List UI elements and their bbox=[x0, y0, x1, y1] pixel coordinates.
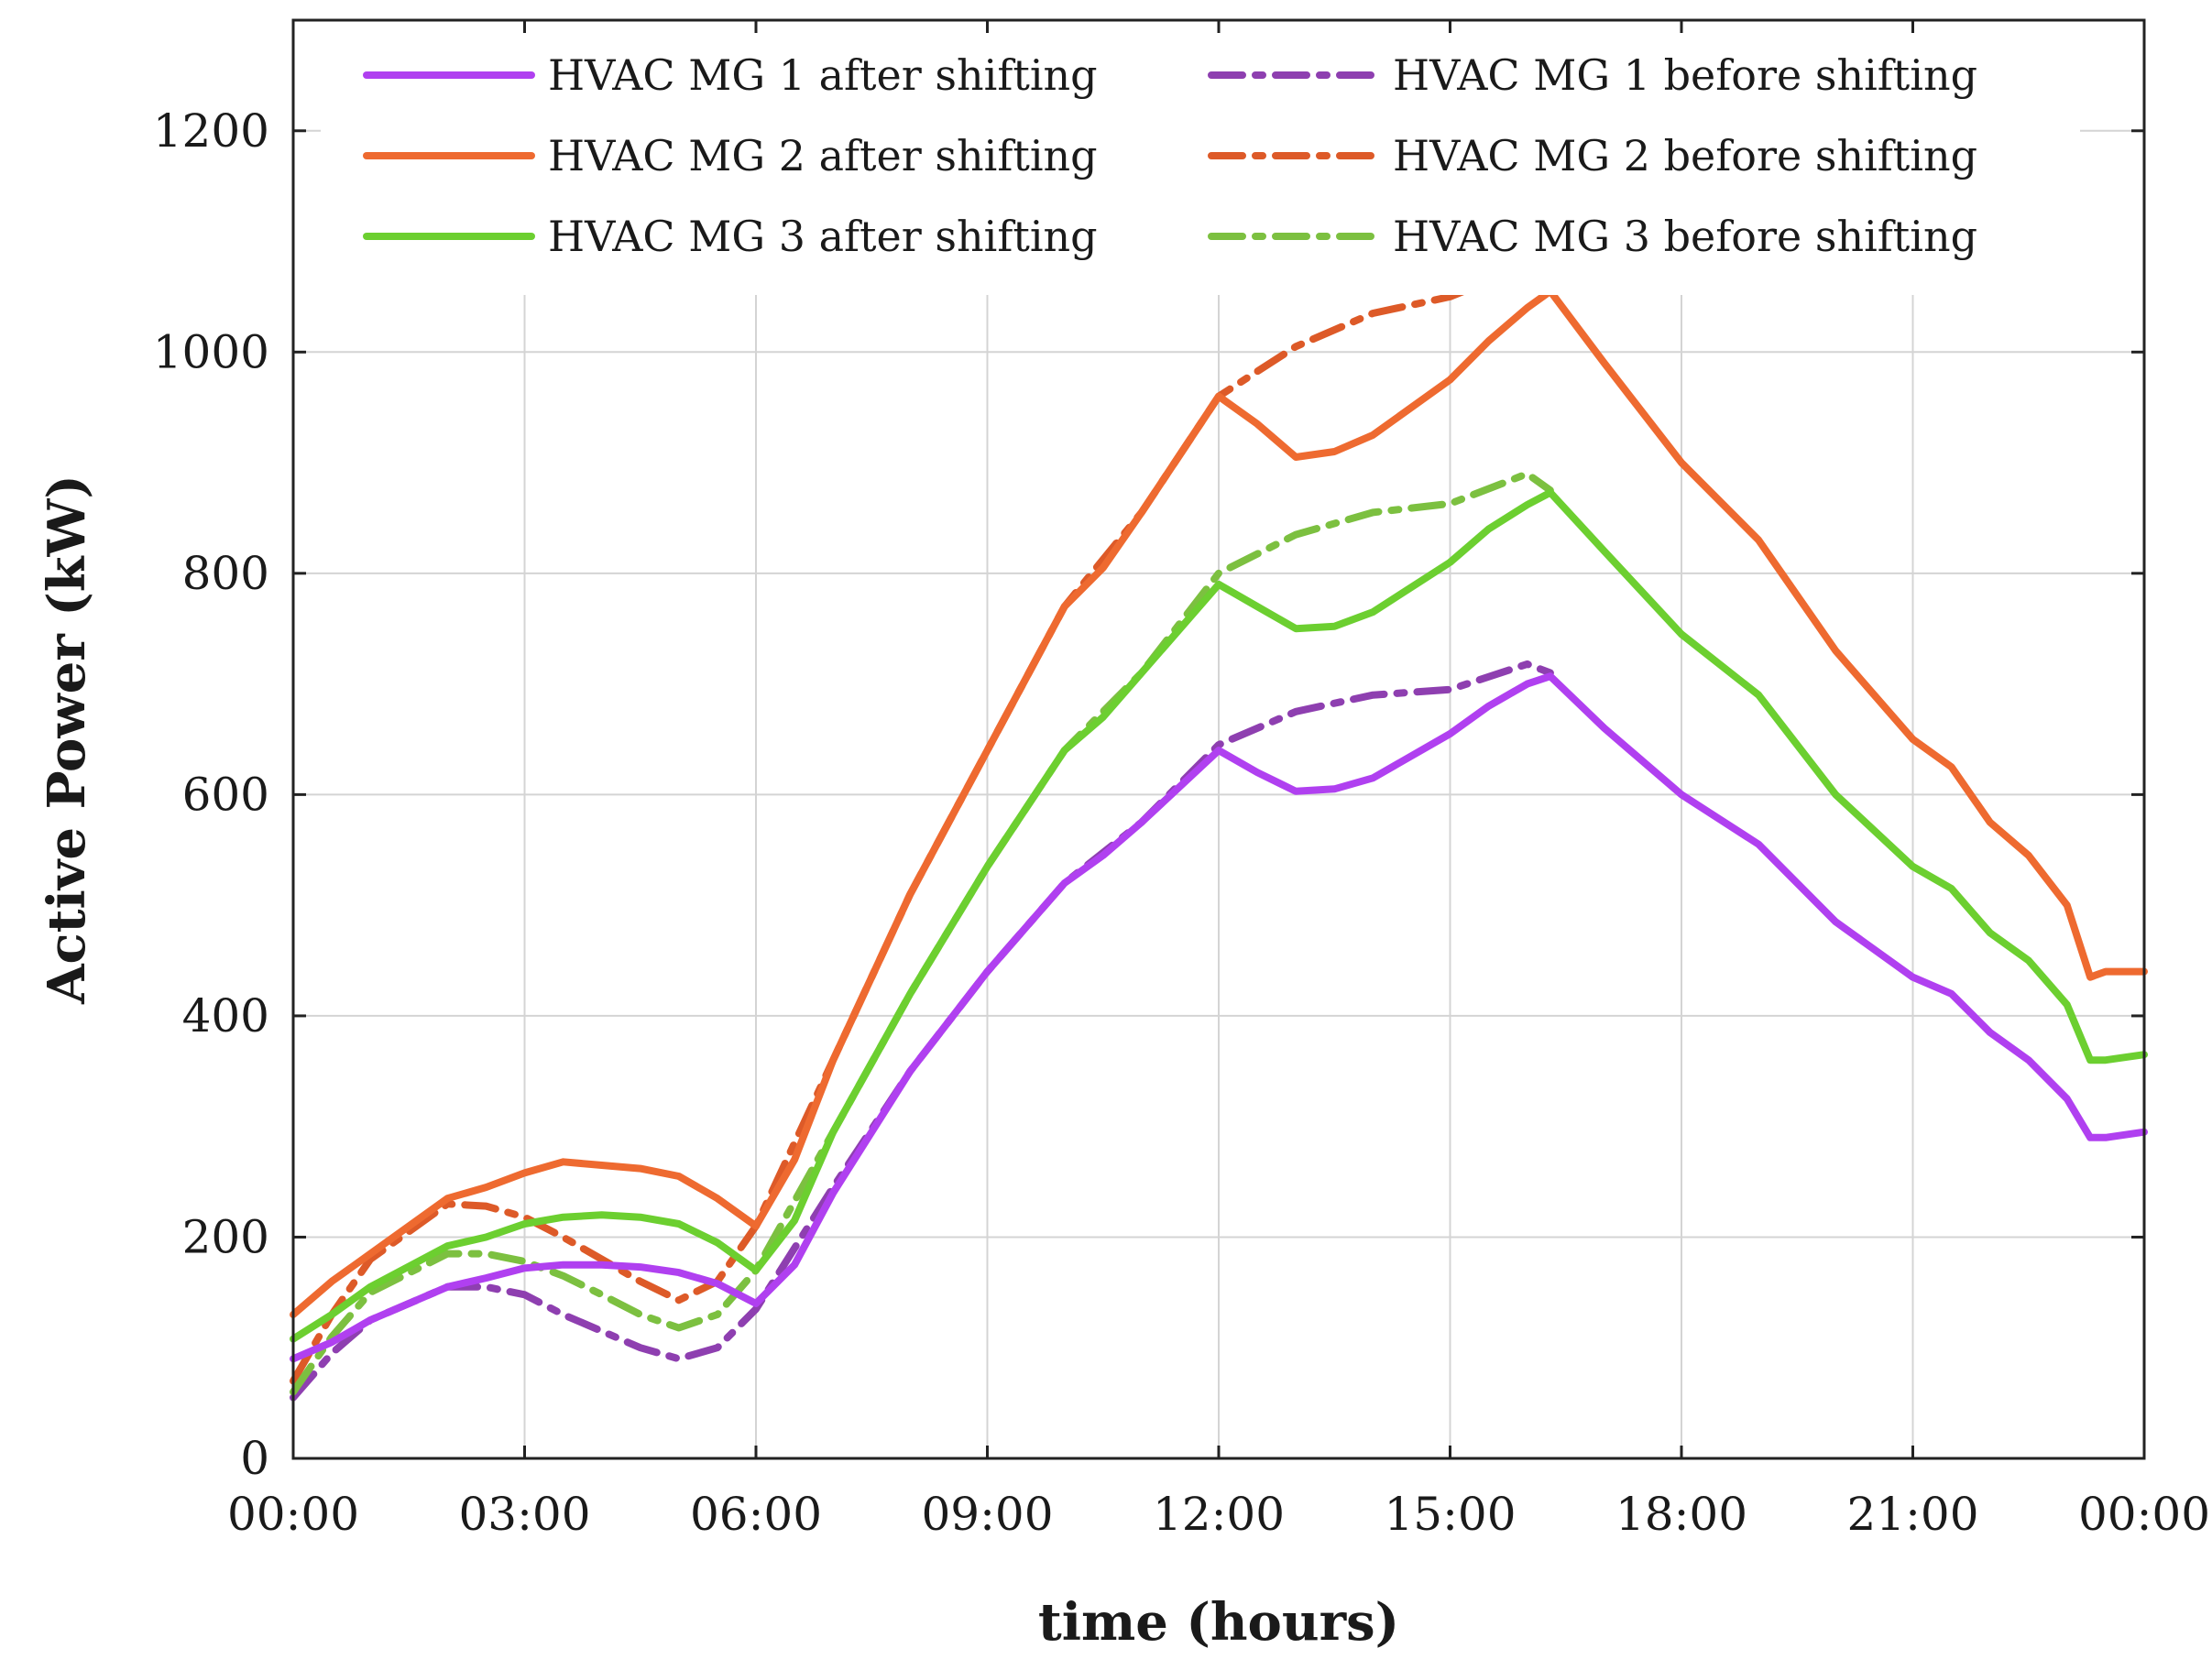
x-tick-label: 03:00 bbox=[458, 1488, 590, 1541]
legend-background bbox=[321, 27, 2080, 295]
legend-label: HVAC MG 1 after shifting bbox=[548, 50, 1098, 100]
x-tick-label: 00:00 bbox=[2078, 1488, 2210, 1541]
legend-label: HVAC MG 2 before shifting bbox=[1393, 131, 1977, 180]
axis-ticks: 00:00 03:00 06:00 09:00 12:00 15:00 18:00 21:00… bbox=[153, 20, 2210, 1541]
legend-label: HVAC MG 3 after shifting bbox=[548, 212, 1098, 261]
x-tick-label: 06:00 bbox=[690, 1488, 822, 1541]
y-tick-label: 1200 bbox=[153, 104, 269, 158]
y-tick-label: 200 bbox=[182, 1210, 269, 1263]
y-tick-label: 600 bbox=[182, 768, 269, 821]
series-lines bbox=[290, 262, 2148, 1402]
series-line-2 bbox=[290, 660, 1554, 1402]
series-line-1 bbox=[290, 672, 2148, 1363]
legend-label: HVAC MG 1 before shifting bbox=[1393, 50, 1977, 100]
legend-label: HVAC MG 2 after shifting bbox=[548, 131, 1098, 180]
x-tick-label: 21:00 bbox=[1846, 1488, 1978, 1541]
y-axis-label: Active Power (kW) bbox=[37, 475, 97, 1005]
legend: HVAC MG 1 after shifting HVAC MG 2 after … bbox=[363, 50, 1977, 261]
series-line-5 bbox=[290, 488, 2148, 1343]
y-tick-label: 1000 bbox=[153, 325, 269, 378]
x-tick-label: 15:00 bbox=[1384, 1488, 1516, 1541]
x-axis-label: time (hours) bbox=[1038, 1592, 1399, 1653]
y-tick-label: 400 bbox=[182, 989, 269, 1042]
y-tick-label: 0 bbox=[240, 1432, 269, 1485]
series-line-3 bbox=[290, 287, 2148, 1318]
x-tick-label: 18:00 bbox=[1615, 1488, 1747, 1541]
x-tick-label: 00:00 bbox=[227, 1488, 359, 1541]
y-tick-label: 800 bbox=[182, 547, 269, 600]
x-tick-label: 12:00 bbox=[1153, 1488, 1285, 1541]
legend-label: HVAC MG 3 before shifting bbox=[1393, 212, 1977, 261]
x-tick-label: 09:00 bbox=[921, 1488, 1053, 1541]
